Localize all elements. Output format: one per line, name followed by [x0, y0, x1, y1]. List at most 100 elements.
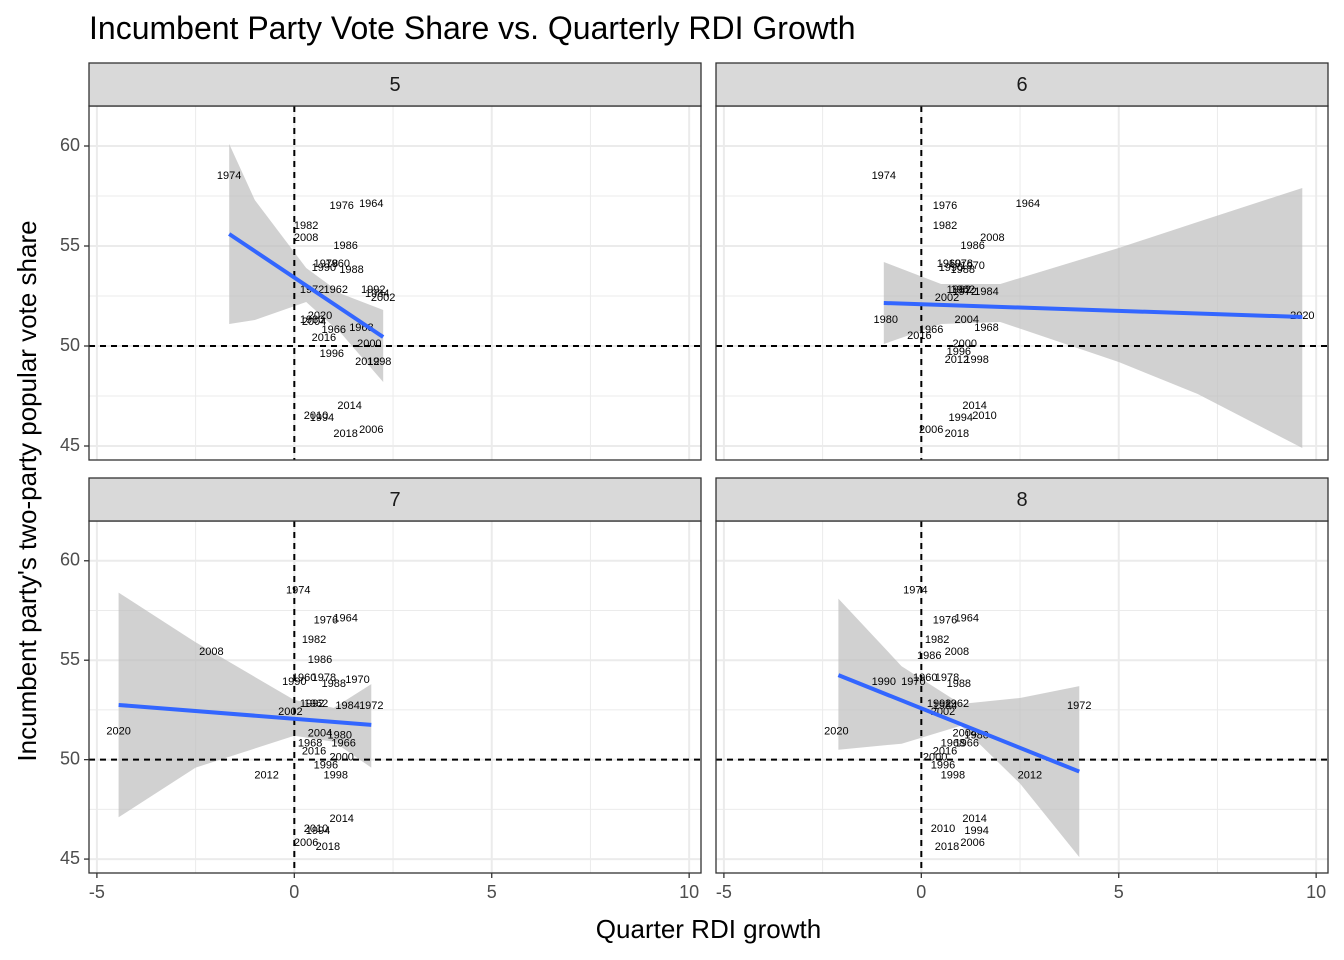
point-label-1992: 1992	[927, 698, 951, 710]
point-label-2020: 2020	[824, 726, 848, 738]
point-label-1962: 1962	[945, 698, 969, 710]
y-tick-label: 45	[60, 435, 80, 455]
y-tick-label: 45	[60, 848, 80, 868]
point-label-1972: 1972	[359, 700, 383, 712]
point-label-2002: 2002	[935, 292, 959, 304]
panel-8-strip	[715, 477, 1329, 522]
point-label-1986: 1986	[308, 654, 332, 666]
point-label-1988: 1988	[339, 264, 363, 276]
point-label-2012: 2012	[1018, 769, 1042, 781]
x-tick-label: 5	[1114, 882, 1124, 902]
point-label-2010: 2010	[304, 410, 328, 422]
point-label-2004: 2004	[953, 728, 977, 740]
point-label-2006: 2006	[294, 837, 318, 849]
point-label-1994: 1994	[964, 825, 988, 837]
point-label-2016: 2016	[907, 330, 931, 342]
panel-5-confidence-ribbon	[229, 144, 384, 382]
point-label-2010: 2010	[304, 823, 328, 835]
x-tick-label: 5	[487, 882, 497, 902]
point-label-1994: 1994	[306, 825, 330, 837]
point-label-1982: 1982	[925, 634, 949, 646]
point-label-2012: 2012	[355, 356, 379, 368]
point-label-1984: 1984	[365, 288, 389, 300]
point-label-2016: 2016	[302, 746, 326, 758]
point-label-2014: 2014	[962, 400, 986, 412]
point-label-2006: 2006	[960, 837, 984, 849]
point-label-2000: 2000	[923, 752, 947, 764]
point-label-1978: 1978	[949, 258, 973, 270]
point-label-1960: 1960	[326, 258, 350, 270]
point-label-1962: 1962	[324, 284, 348, 296]
point-label-2004: 2004	[954, 314, 978, 326]
point-label-1996: 1996	[314, 760, 338, 772]
point-label-1966: 1966	[322, 324, 346, 336]
point-label-1978: 1978	[314, 258, 338, 270]
panel-5-strip	[88, 62, 702, 107]
point-label-1998: 1998	[964, 354, 988, 366]
point-label-2014: 2014	[962, 813, 986, 825]
point-label-1988: 1988	[951, 264, 975, 276]
point-label-1982: 1982	[294, 220, 318, 232]
point-label-1972: 1972	[953, 286, 977, 298]
panel-6-strip-label: 6	[1016, 74, 1027, 96]
panel-8-strip-label: 8	[1016, 489, 1027, 511]
point-label-1974: 1974	[903, 585, 927, 597]
x-tick-label: 0	[916, 882, 926, 902]
point-label-1964: 1964	[359, 198, 383, 210]
point-label-2008: 2008	[294, 232, 318, 244]
point-label-1972: 1972	[1067, 700, 1091, 712]
point-label-1984: 1984	[335, 700, 359, 712]
chart-title: Incumbent Party Vote Share vs. Quarterly…	[89, 10, 856, 46]
point-label-2010: 2010	[972, 410, 996, 422]
point-label-1974: 1974	[872, 170, 896, 182]
point-label-1984: 1984	[933, 700, 957, 712]
panel-7-fit-line	[118, 702, 372, 727]
point-label-1962: 1962	[951, 284, 975, 296]
y-tick-label: 50	[60, 335, 80, 355]
point-label-1960: 1960	[937, 258, 961, 270]
point-label-1968: 1968	[941, 738, 965, 750]
point-label-1990: 1990	[939, 262, 963, 274]
point-label-1964: 1964	[954, 612, 978, 624]
point-label-1980: 1980	[300, 314, 324, 326]
y-tick-label: 60	[60, 550, 80, 570]
panel-7-strip-label: 7	[389, 489, 400, 511]
point-label-1976: 1976	[314, 614, 338, 626]
point-label-2006: 2006	[359, 424, 383, 436]
panel-5-fit-line	[228, 232, 385, 339]
point-label-2012: 2012	[945, 354, 969, 366]
point-label-1970: 1970	[345, 674, 369, 686]
point-label-1976: 1976	[329, 200, 353, 212]
point-label-1996: 1996	[931, 760, 955, 772]
point-label-2004: 2004	[308, 728, 332, 740]
point-label-1986: 1986	[960, 240, 984, 252]
point-label-1994: 1994	[949, 412, 973, 424]
y-tick-label: 55	[60, 235, 80, 255]
panel-5-strip-label: 5	[389, 74, 400, 96]
point-label-2000: 2000	[329, 752, 353, 764]
point-label-2006: 2006	[919, 424, 943, 436]
point-label-1968: 1968	[298, 738, 322, 750]
point-label-2008: 2008	[199, 646, 223, 658]
point-label-2014: 2014	[337, 400, 361, 412]
point-label-1990: 1990	[872, 676, 896, 688]
point-label-1996: 1996	[320, 348, 344, 360]
panel-8-background	[716, 521, 1328, 873]
panel-6-confidence-ribbon	[883, 188, 1303, 448]
point-label-2016: 2016	[933, 746, 957, 758]
x-tick-label: 0	[289, 882, 299, 902]
point-label-1986: 1986	[917, 650, 941, 662]
point-label-1992: 1992	[947, 284, 971, 296]
point-label-1976: 1976	[933, 200, 957, 212]
point-label-1988: 1988	[322, 678, 346, 690]
point-label-1974: 1974	[286, 585, 310, 597]
point-label-1980: 1980	[874, 314, 898, 326]
point-label-1990: 1990	[312, 262, 336, 274]
point-label-2002: 2002	[371, 292, 395, 304]
point-label-2004: 2004	[302, 316, 326, 328]
point-label-1970: 1970	[901, 676, 925, 688]
y-axis-title: Incumbent party's two-party popular vote…	[12, 220, 42, 761]
panel-8-fit-line	[837, 673, 1080, 774]
point-label-2016: 2016	[312, 332, 336, 344]
